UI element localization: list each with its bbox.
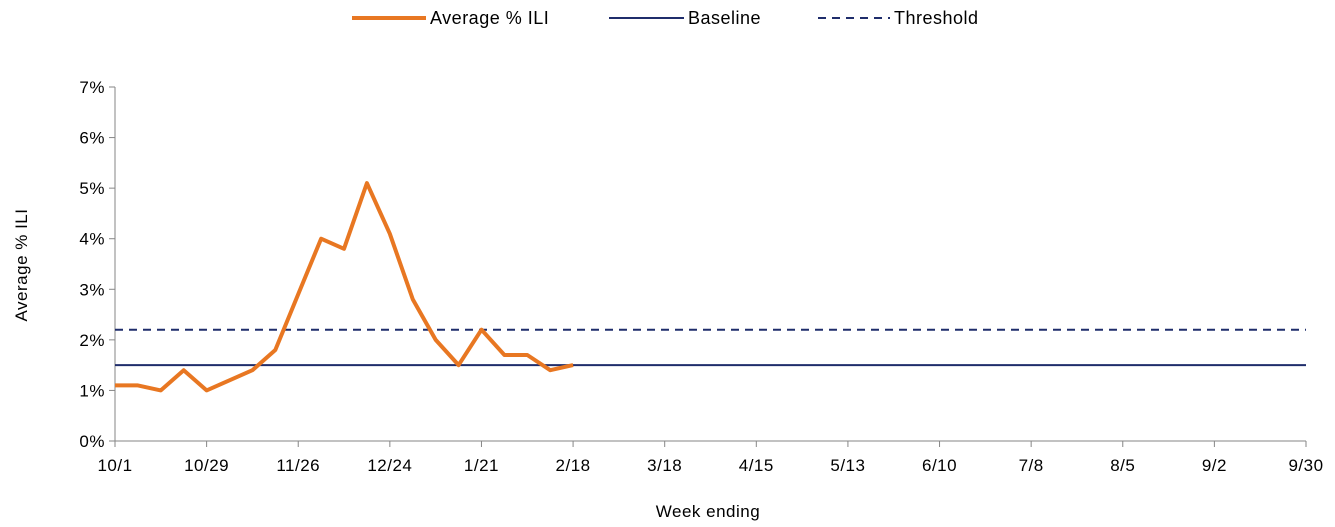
legend-label: Baseline (688, 8, 761, 28)
ili-data-point (365, 181, 369, 185)
y-tick-label: 0% (79, 432, 105, 451)
legend: Average % ILI Baseline Threshold (352, 8, 979, 28)
x-tick-label: 6/10 (922, 456, 957, 475)
ili-data-point (411, 297, 415, 301)
ili-data-point (205, 388, 209, 392)
ili-data-point (548, 368, 552, 372)
legend-label: Threshold (894, 8, 979, 28)
x-tick-label: 2/18 (556, 456, 591, 475)
ili-data-point (457, 363, 461, 367)
x-tick-label: 10/29 (184, 456, 229, 475)
series-layer (113, 181, 1306, 393)
x-tick-label: 9/30 (1288, 456, 1323, 475)
ili-data-point (296, 292, 300, 296)
x-tick-label: 4/15 (739, 456, 774, 475)
y-axis: 0% 1% 2% 3% 4% 5% 6% 7% (79, 78, 116, 451)
y-tick-label: 7% (79, 78, 105, 97)
ili-data-point (342, 247, 346, 251)
x-tick-label: 3/18 (647, 456, 682, 475)
ili-data-point (525, 353, 529, 357)
y-tick-label: 4% (79, 230, 105, 249)
x-axis: 10/1 10/29 11/26 12/24 1/21 2/18 3/18 4/15 5/13 6… (97, 440, 1323, 475)
y-tick-label: 2% (79, 331, 105, 350)
ili-data-point (250, 368, 254, 372)
ili-data-point (479, 328, 483, 332)
x-tick-label: 8/5 (1110, 456, 1135, 475)
ili-data-point (113, 383, 117, 387)
x-tick-label: 1/21 (464, 456, 499, 475)
x-axis-title: Week ending (656, 502, 760, 521)
ili-data-point (319, 237, 323, 241)
x-tick-label: 7/8 (1019, 456, 1044, 475)
y-axis-title: Average % ILI (12, 209, 31, 322)
x-tick-label: 10/1 (97, 456, 132, 475)
ili-data-point (434, 338, 438, 342)
x-tick-label: 9/2 (1202, 456, 1227, 475)
ili-data-point (388, 232, 392, 236)
ili-data-point (273, 348, 277, 352)
x-tick-label: 12/24 (367, 456, 412, 475)
y-tick-label: 1% (79, 381, 105, 400)
ili-data-point (502, 353, 506, 357)
ili-data-point (182, 368, 186, 372)
ili-data-point (159, 388, 163, 392)
ili-data-point (136, 383, 140, 387)
x-tick-label: 5/13 (830, 456, 865, 475)
legend-label: Average % ILI (430, 8, 549, 28)
y-tick-label: 6% (79, 129, 105, 148)
ili-data-point (228, 378, 232, 382)
series-average-ili-line (115, 181, 574, 393)
y-tick-label: 5% (79, 179, 105, 198)
y-tick-label: 3% (79, 280, 105, 299)
ili-data-point (571, 363, 575, 367)
x-tick-label: 11/26 (276, 456, 320, 475)
